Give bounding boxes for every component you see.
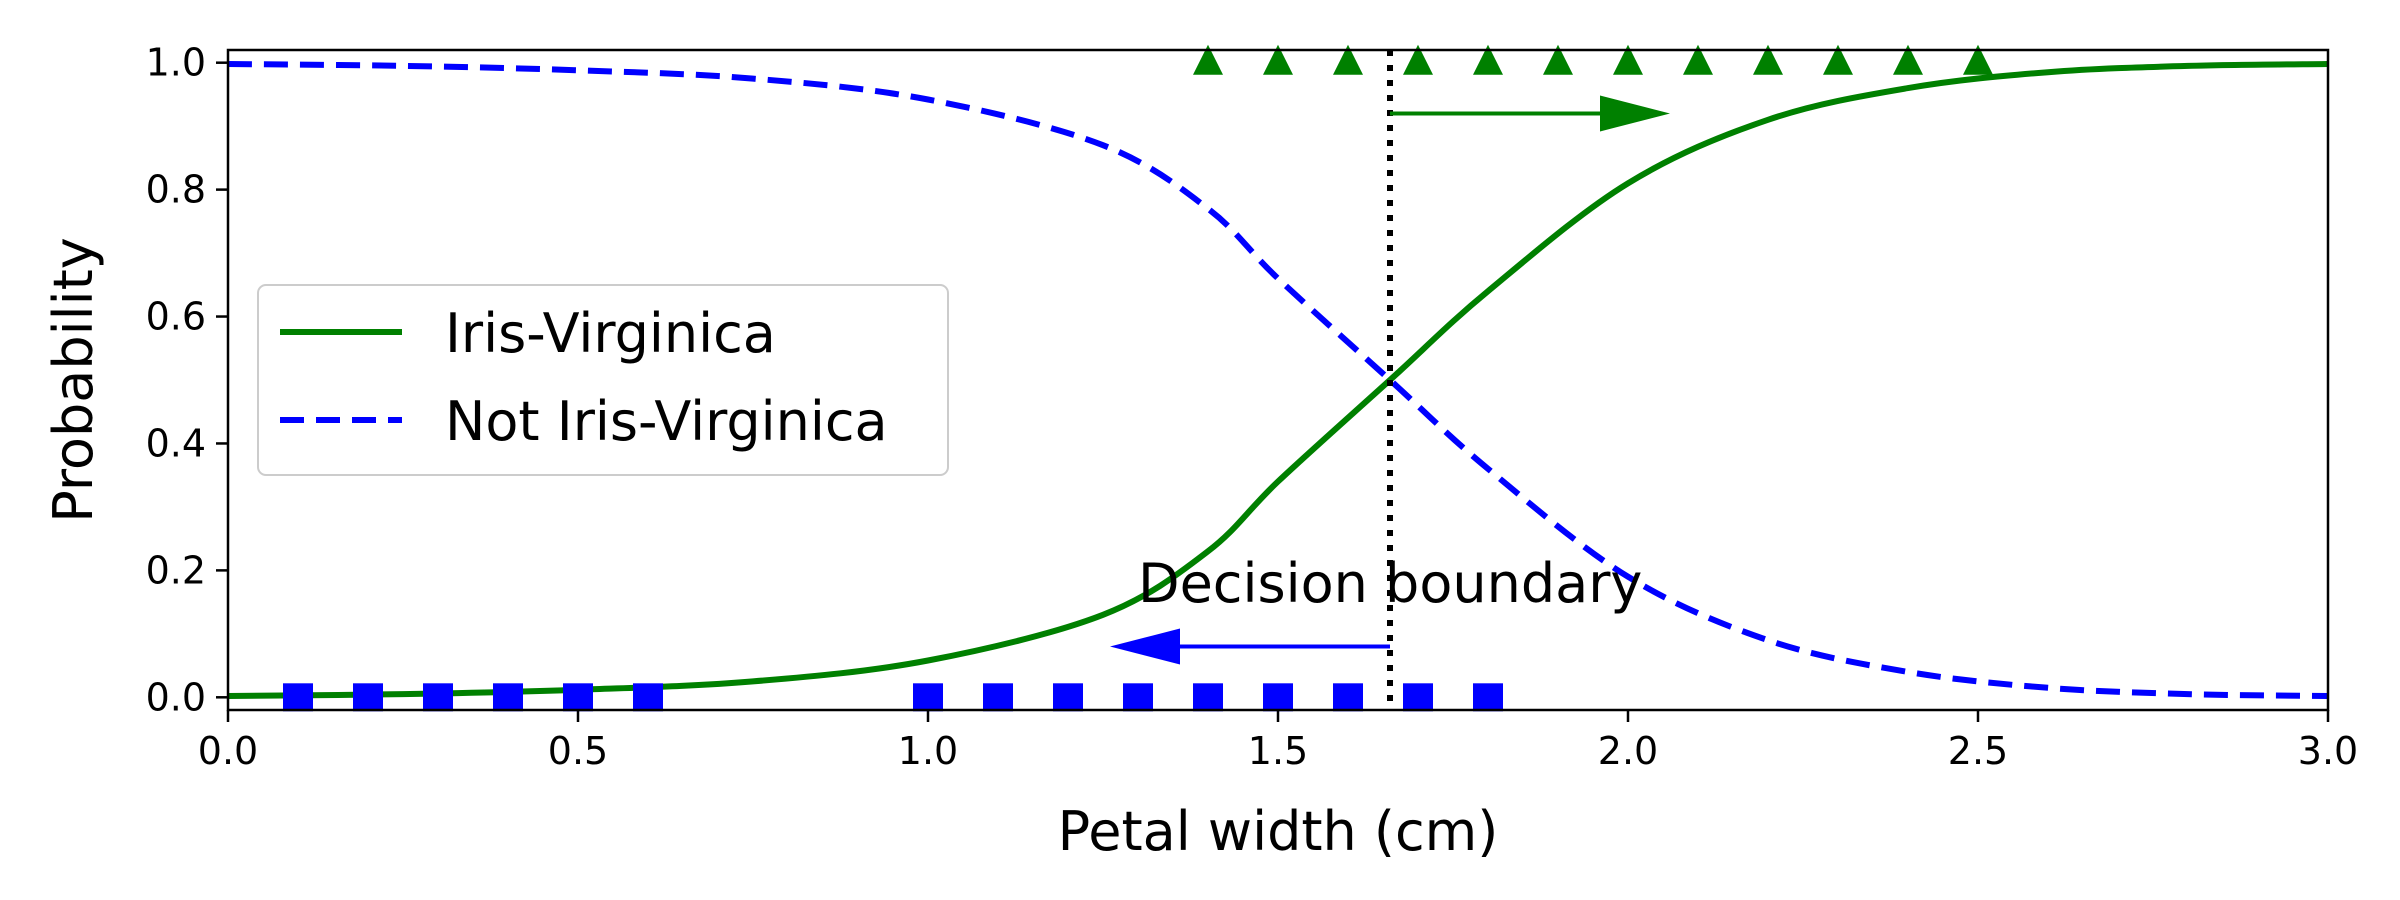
series-line-iris-virginica [228,61,2328,699]
y-tick-label: 0.0 [146,675,206,719]
x-tick-label: 3.0 [2298,729,2358,773]
curves-layer [228,61,2328,699]
marker-square [283,683,313,712]
y-axis-ticks: 0.0 0.2 0.4 0.6 0.8 1.0 [146,41,228,719]
marker-square [1333,683,1363,712]
marker-square [633,683,663,712]
series-line-not-iris-virginica [228,61,2328,699]
x-axis-label: Petal width (cm) [1058,800,1499,863]
arrow-right-head [1600,95,1670,132]
x-tick-label: 2.5 [1948,729,2008,773]
marker-square [563,683,593,712]
marker-square [983,683,1013,712]
marker-square [1473,683,1503,712]
marker-square [1123,683,1153,712]
marker-triangle [1613,44,1643,75]
x-tick-label: 2.0 [1598,729,1658,773]
decision-boundary-label: Decision boundary [1138,552,1642,615]
marker-triangle [1543,44,1573,75]
marker-square [1263,683,1293,712]
x-tick-label: 1.0 [898,729,958,773]
y-tick-label: 0.6 [146,295,206,339]
marker-square [1193,683,1223,712]
y-axis-label: Probability [42,237,105,522]
marker-square [1403,683,1433,712]
arrow-left [1110,628,1390,665]
legend: Iris-Virginica Not Iris-Virginica [257,284,949,476]
legend-label-iris-virginica: Iris-Virginica [445,302,776,365]
y-tick-label: 1.0 [146,41,206,85]
marker-square [913,683,943,712]
x-tick-label: 0.5 [548,729,608,773]
y-tick-label: 0.8 [146,168,206,212]
marker-triangle [1963,44,1993,75]
marker-triangle [1333,44,1363,75]
marker-square [353,683,383,712]
marker-triangle [1473,44,1503,75]
x-tick-label: 1.5 [1248,729,1308,773]
y-tick-label: 0.4 [146,421,206,465]
marker-square [423,683,453,712]
y-tick-label: 0.2 [146,548,206,592]
x-tick-label: 0.0 [198,729,258,773]
arrows-layer [1110,95,1670,665]
marker-triangle [1403,44,1433,75]
marker-triangle [1823,44,1853,75]
marker-square [1053,683,1083,712]
marker-triangle [1753,44,1783,75]
arrow-left-head [1110,628,1180,665]
markers-layer [283,44,1993,712]
legend-label-not-iris-virginica: Not Iris-Virginica [445,390,888,453]
arrow-right [1390,95,1670,132]
marker-triangle [1193,44,1223,75]
marker-triangle [1263,44,1293,75]
marker-triangle [1893,44,1923,75]
legend-box [257,284,949,476]
x-axis-ticks: 0.0 0.5 1.0 1.5 2.0 2.5 3.0 [198,710,2358,773]
marker-triangle [1683,44,1713,75]
marker-square [493,683,523,712]
